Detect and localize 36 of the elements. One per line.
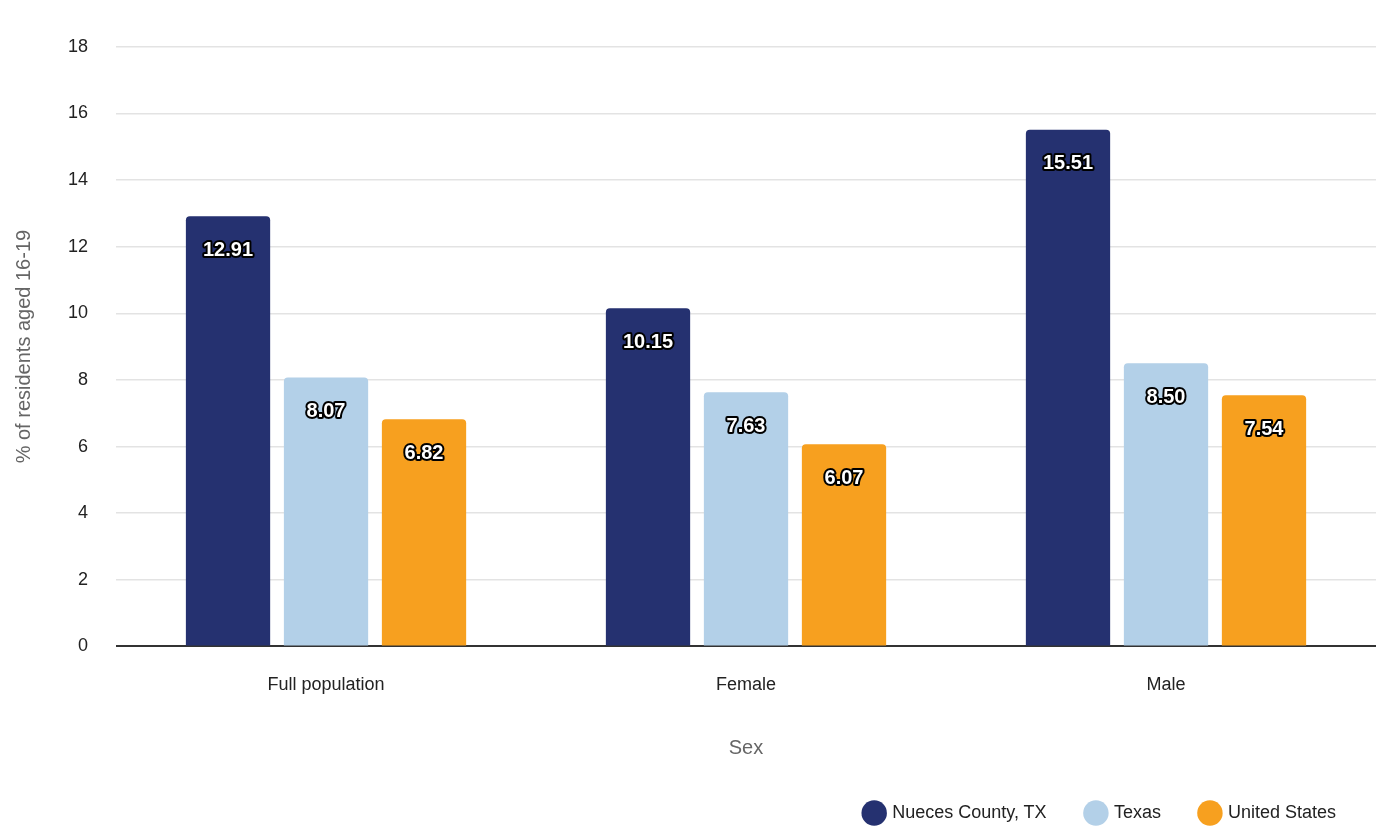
data-label: 6.07 (824, 465, 864, 488)
bar (1123, 363, 1209, 646)
bar (801, 444, 887, 646)
y-tick-label: 12 (67, 235, 89, 256)
bar (703, 392, 789, 646)
bar (185, 216, 271, 646)
bar (1221, 395, 1307, 646)
x-tick-label: Full population (267, 674, 385, 695)
legend-label: Nueces County, TX (892, 801, 1047, 822)
y-tick-label: 10 (67, 302, 89, 323)
bar (605, 308, 691, 646)
legend-label: Texas (1113, 801, 1161, 822)
y-tick-label: 18 (67, 35, 89, 56)
y-tick-label: 2 (78, 568, 89, 589)
x-tick-label: Female (716, 674, 777, 695)
bar (381, 419, 467, 646)
y-tick-label: 6 (78, 435, 89, 456)
data-label: 10.15 (622, 329, 674, 352)
bar (283, 377, 369, 646)
x-axis-title: Sex (728, 735, 764, 758)
data-label: 7.54 (1244, 416, 1285, 439)
legend-label: United States (1227, 801, 1336, 822)
bar (1025, 129, 1111, 646)
y-tick-label: 8 (78, 368, 89, 389)
data-label: 8.50 (1146, 384, 1186, 407)
y-tick-label: 0 (78, 635, 89, 656)
data-label: 15.51 (1042, 151, 1094, 174)
y-tick-label: 14 (67, 169, 89, 190)
data-label: 7.63 (726, 413, 766, 436)
y-tick-label: 4 (78, 502, 89, 523)
x-tick-label: Male (1146, 674, 1186, 695)
data-label: 8.07 (306, 399, 346, 422)
y-tick-label: 16 (67, 102, 89, 123)
data-label: 6.82 (404, 440, 444, 463)
y-axis-title: % of residents aged 16-19 (11, 229, 34, 464)
data-label: 12.91 (202, 237, 254, 260)
